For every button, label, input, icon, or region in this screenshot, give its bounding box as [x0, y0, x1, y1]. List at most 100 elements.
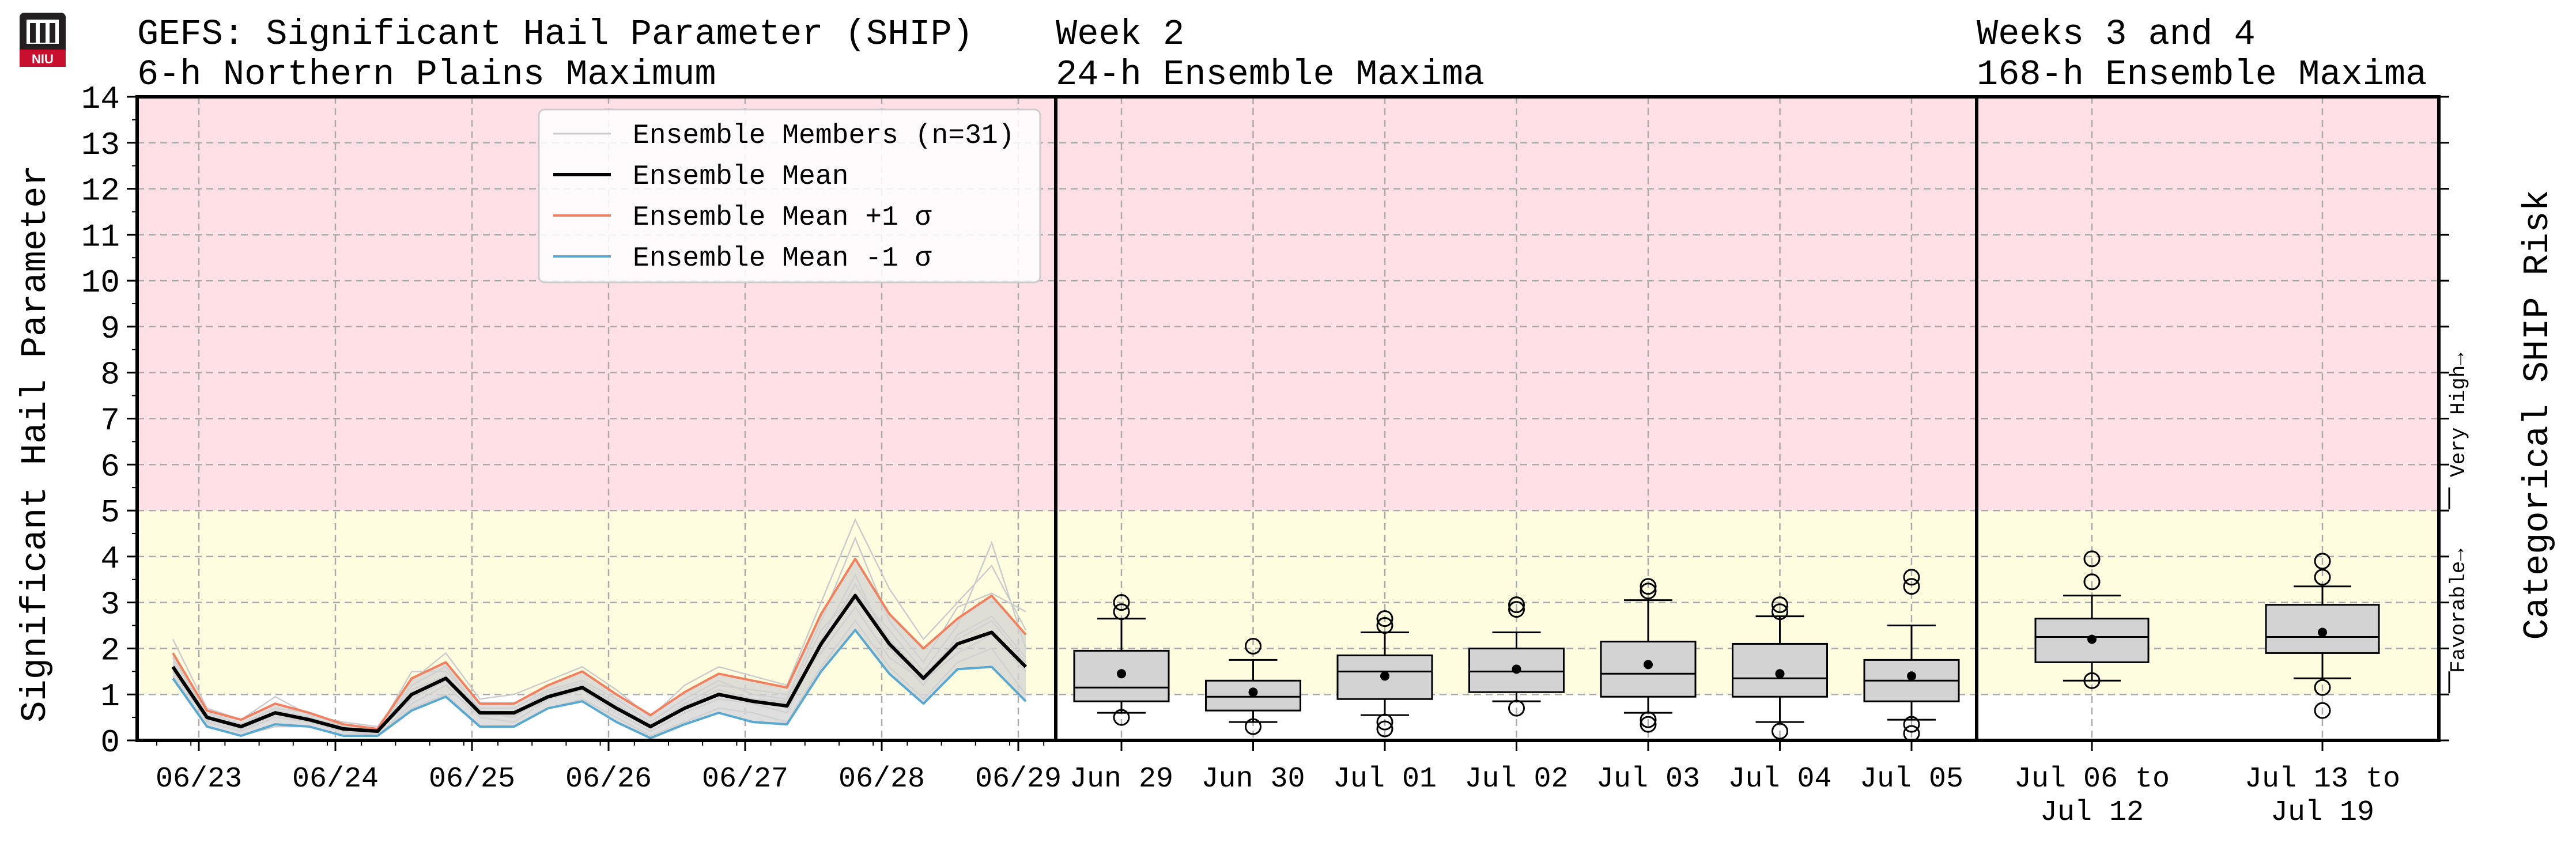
boxplot [1863, 569, 1960, 742]
right-axis-label: Categorical SHIP Risk [2517, 190, 2558, 640]
mean-dot [1117, 669, 1126, 679]
boxplot [1732, 596, 1828, 740]
y-tick-label: 14 [81, 81, 120, 118]
x-tick-label: 06/23 [156, 763, 242, 796]
flier [1640, 716, 1657, 733]
y-tick-label: 1 [100, 678, 120, 715]
y-tick-label: 5 [100, 494, 120, 531]
flier [1376, 720, 1393, 738]
mean-dot [2318, 627, 2327, 637]
y-tick-label: 13 [81, 127, 120, 164]
flier [2314, 679, 2331, 696]
mean-dot [1512, 664, 1521, 674]
legend: Ensemble Members (n=31) Ensemble Mean En… [538, 108, 1041, 283]
mean-dot [1644, 660, 1653, 670]
panel1-title-line1: GEFS: Significant Hail Parameter (SHIP) [137, 14, 973, 55]
risk-label-very-high: Very High→ [2447, 353, 2471, 477]
y-tick-label: 2 [100, 632, 120, 669]
plus-sigma-line [172, 557, 1027, 731]
x-tick-label: Jul 01 [1333, 763, 1437, 796]
flier [2083, 573, 2101, 591]
mean-dot [2087, 634, 2097, 644]
flier [2314, 702, 2331, 719]
risk-label-favorable: Favorable→ [2447, 549, 2471, 673]
x-tick-label: Jul 06 to [2014, 763, 2170, 796]
flier [1245, 637, 1261, 655]
boxplot [1468, 596, 1565, 717]
flier [1903, 569, 1920, 586]
x-tick-label: Jul 02 [1464, 763, 1568, 796]
panel2-title-line2: 24-h Ensemble Maxima [1056, 54, 1485, 95]
x-tick-label: Jul 12 [2040, 796, 2144, 829]
flier [2314, 553, 2331, 570]
panel1-title-line2: 6-h Northern Plains Maximum [137, 54, 716, 95]
x-tick-label: 06/28 [838, 763, 925, 796]
band-very-high [137, 97, 2439, 511]
boxplot [2265, 553, 2380, 719]
ensemble-series [171, 557, 1028, 740]
flier [2083, 550, 2101, 568]
flier [1376, 610, 1393, 627]
x-tick-label: 06/25 [429, 763, 515, 796]
boxplots [1073, 550, 2380, 742]
y-tick-label: 0 [100, 724, 120, 761]
y-tick-label: 10 [81, 264, 120, 301]
band-favorable [137, 511, 2439, 695]
legend-members-label: Ensemble Members (n=31) [633, 120, 1015, 152]
flier [1508, 601, 1525, 618]
y-tick-label: 7 [100, 403, 120, 440]
flier [1640, 711, 1657, 728]
x-tick-label: Jun 30 [1201, 763, 1305, 796]
x-tick-label: 06/24 [292, 763, 379, 796]
flier [1772, 596, 1788, 614]
flier [1376, 713, 1393, 731]
flier [1508, 596, 1525, 614]
flier [1376, 617, 1393, 634]
panel3-title-line1: Weeks 3 and 4 [1977, 14, 2256, 55]
y-tick-label: 6 [100, 448, 120, 485]
flier [2314, 569, 2331, 586]
risk-bands [137, 97, 2439, 695]
panel3-title-line2: 168-h Ensemble Maxima [1977, 54, 2427, 95]
flier [1508, 699, 1525, 717]
mean-dot [1775, 669, 1785, 679]
x-tick-label: 06/26 [565, 763, 652, 796]
y-tick-label: 4 [100, 540, 120, 577]
flier [1903, 716, 1920, 733]
boxplot [1205, 637, 1301, 735]
mean-dot [1907, 671, 1916, 681]
mean-dot [1380, 671, 1389, 681]
y-tick-label: 8 [100, 357, 120, 394]
x-tick-label: Jul 05 [1860, 763, 1963, 796]
x-tick-label: Jul 04 [1728, 763, 1831, 796]
flier [2083, 672, 2101, 689]
x-tick-label: Jun 29 [1070, 763, 1173, 796]
y-tick-label: 9 [100, 311, 120, 347]
x-tick-label: 06/29 [975, 763, 1062, 796]
mean-line [171, 593, 1028, 733]
flier [1245, 718, 1261, 735]
boxplot [1336, 610, 1433, 738]
legend-plus-sigma-label: Ensemble Mean +1 σ [633, 202, 932, 233]
flier [1113, 603, 1130, 621]
flier [1903, 578, 1920, 595]
y-axis-label: Significant Hail Parameter [15, 165, 56, 722]
x-tick-label: Jul 13 to [2245, 763, 2400, 796]
x-tick-label: Jul 03 [1596, 763, 1700, 796]
logo-text: NIU [32, 52, 54, 66]
y-tick-label: 3 [100, 587, 120, 623]
x-tick-label: Jul 19 [2271, 796, 2374, 829]
legend-minus-sigma-label: Ensemble Mean -1 σ [633, 243, 932, 274]
boxplot [1600, 578, 1697, 733]
panel2-title-line1: Week 2 [1056, 14, 1184, 55]
flier [1113, 709, 1130, 726]
mean-dot [1248, 687, 1258, 697]
x-tick-label: 06/27 [702, 763, 788, 796]
flier [1772, 603, 1788, 621]
minus-sigma-line [172, 629, 1027, 740]
boxplot [2034, 550, 2150, 689]
axis-ticks: 06/23 06/24 06/25 06/26 06/27 06/28 06/29 Jun 2… [81, 81, 2450, 829]
y-tick-label: 11 [81, 218, 120, 255]
niu-logo: NIU [20, 13, 66, 67]
